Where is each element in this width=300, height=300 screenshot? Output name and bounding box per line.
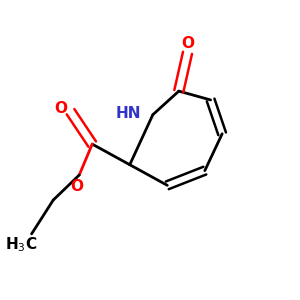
Text: O: O (70, 179, 83, 194)
Text: H$_3$C: H$_3$C (5, 235, 38, 254)
Text: O: O (54, 101, 67, 116)
Text: O: O (181, 37, 194, 52)
Text: HN: HN (116, 106, 141, 121)
